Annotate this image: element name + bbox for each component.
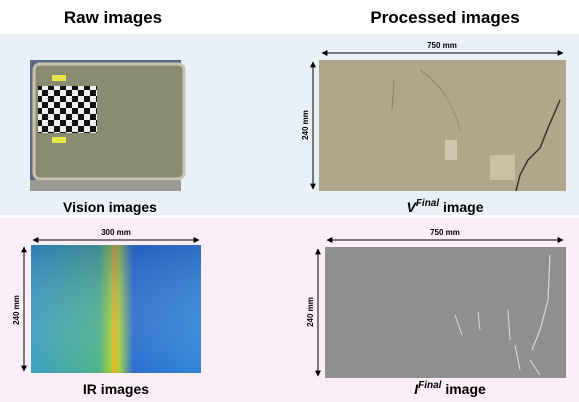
dimension-label: 300 mm [101,228,131,237]
caption-superscript: Final [418,380,442,391]
caption: IR images [83,381,149,397]
dimension-label: 750 mm [430,228,460,237]
caption: Vision images [63,199,157,215]
caption-superscript: Final [416,198,440,209]
dimension-label: 750 mm [427,41,457,50]
ir-final-image [325,247,566,378]
dimension-label: 240 mm [301,110,310,140]
vision-image [30,60,184,191]
caption-text: image [441,381,486,397]
dimension-label: 240 mm [12,295,21,325]
figure: Raw images Processed images Vision image… [0,0,579,402]
column-header: Processed images [370,8,519,27]
ir-image [31,245,201,373]
dimension-label: 240 mm [306,297,315,327]
caption-text: image [439,199,484,215]
column-header: Raw images [64,8,162,27]
vision-final-image [319,60,566,191]
